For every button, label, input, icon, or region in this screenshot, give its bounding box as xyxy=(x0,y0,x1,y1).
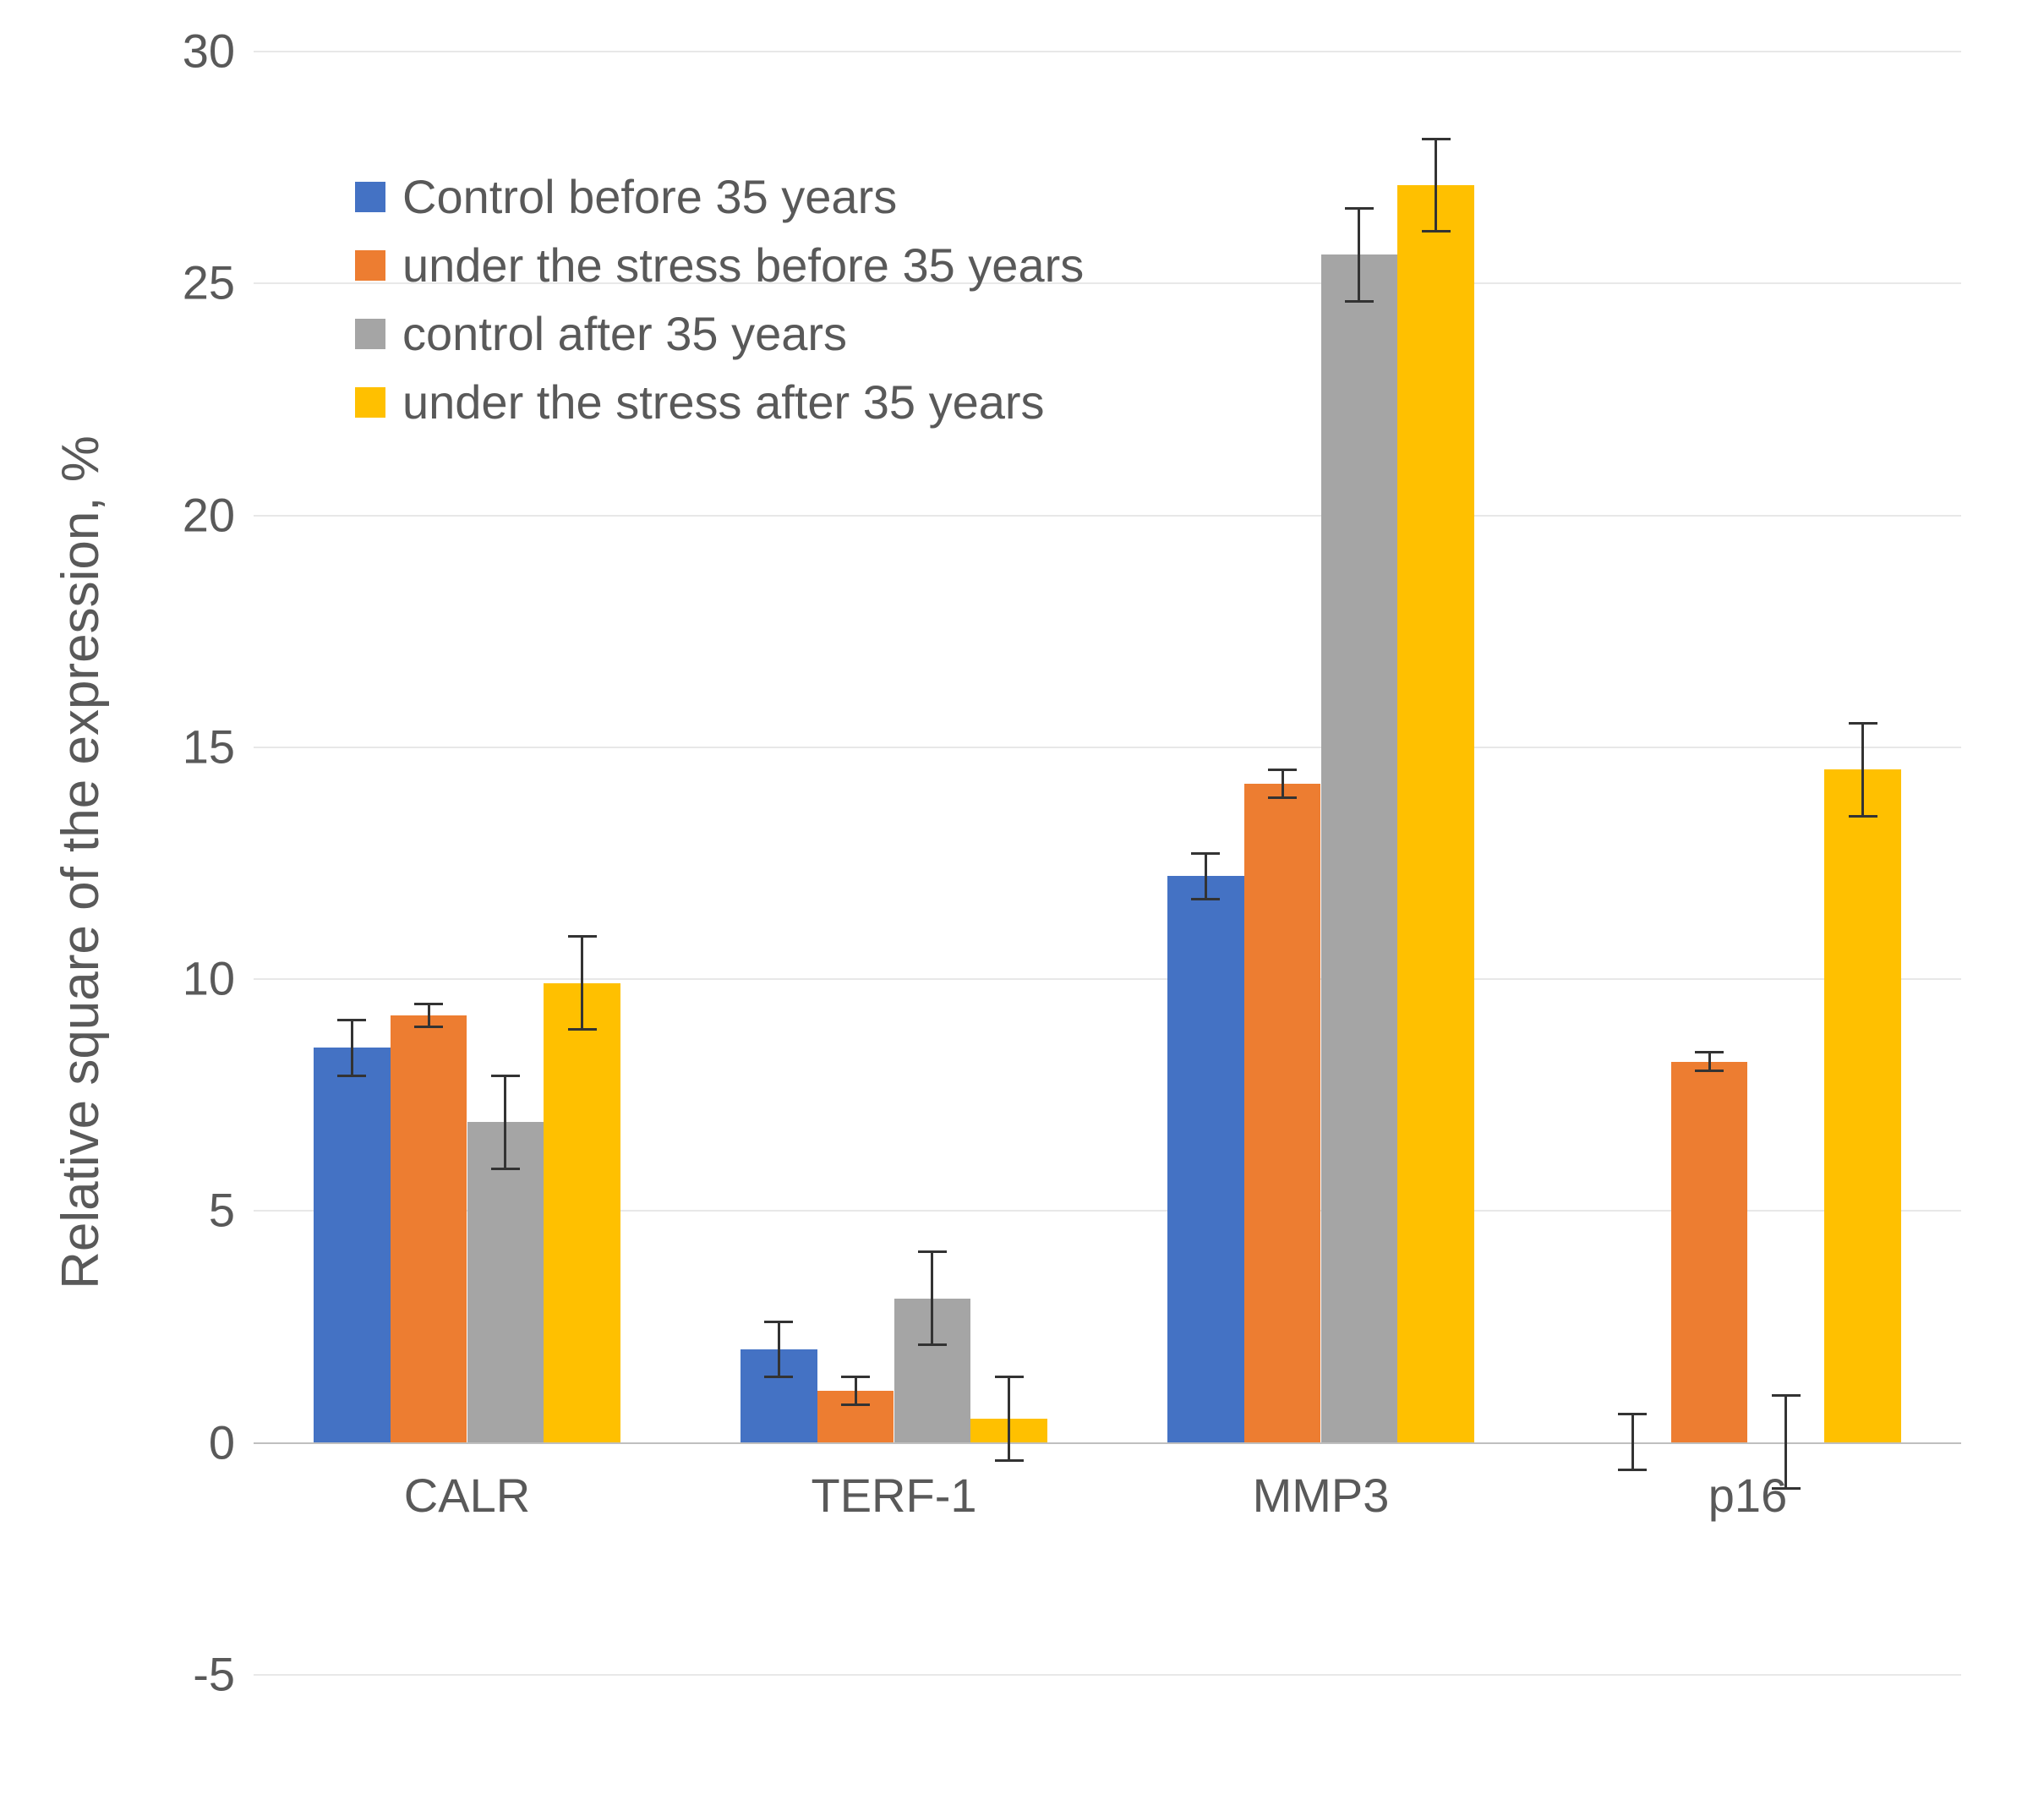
error-cap xyxy=(491,1168,520,1170)
bar xyxy=(1244,784,1321,1442)
legend-item: Control before 35 years xyxy=(355,169,1084,224)
legend-item: under the stress before 35 years xyxy=(355,238,1084,293)
error-cap xyxy=(1772,1394,1801,1397)
error-cap xyxy=(1422,138,1451,140)
error-cap xyxy=(1618,1469,1647,1471)
gridline xyxy=(254,978,1961,980)
error-cap xyxy=(568,1028,597,1031)
y-axis-title: Relative square of the expression, % xyxy=(51,435,111,1289)
error-cap xyxy=(414,1026,443,1028)
error-bar xyxy=(1435,139,1437,232)
error-cap xyxy=(764,1376,793,1378)
x-category-label: TERF-1 xyxy=(812,1468,977,1523)
error-cap xyxy=(1695,1051,1724,1053)
legend-item: control after 35 years xyxy=(355,306,1084,361)
error-cap xyxy=(764,1321,793,1323)
bar xyxy=(1397,185,1474,1442)
x-category-label: CALR xyxy=(404,1468,530,1523)
legend-swatch xyxy=(355,250,385,281)
chart-container: Relative square of the expression, % Con… xyxy=(0,0,2044,1811)
gridline xyxy=(254,515,1961,517)
error-bar xyxy=(1631,1414,1634,1470)
error-bar xyxy=(351,1020,353,1076)
error-cap xyxy=(568,935,597,938)
legend-swatch xyxy=(355,319,385,349)
error-cap xyxy=(337,1019,366,1021)
error-cap xyxy=(1618,1413,1647,1415)
error-bar xyxy=(1861,723,1864,816)
error-cap xyxy=(1772,1487,1801,1490)
y-tick-label: 15 xyxy=(134,719,235,774)
error-bar xyxy=(1358,209,1360,302)
error-bar xyxy=(504,1075,506,1168)
error-bar xyxy=(1008,1377,1010,1461)
error-cap xyxy=(995,1459,1024,1462)
error-bar xyxy=(1784,1396,1787,1489)
error-cap xyxy=(1849,722,1877,725)
error-bar xyxy=(1708,1053,1711,1071)
error-cap xyxy=(918,1343,947,1346)
error-cap xyxy=(1695,1070,1724,1072)
gridline xyxy=(254,51,1961,52)
error-bar xyxy=(581,937,583,1030)
error-cap xyxy=(1268,769,1297,771)
error-cap xyxy=(1345,300,1374,303)
legend-label: Control before 35 years xyxy=(402,169,897,224)
y-tick-label: 25 xyxy=(134,255,235,310)
legend-item: under the stress after 35 years xyxy=(355,375,1084,429)
y-tick-label: 30 xyxy=(134,24,235,79)
error-cap xyxy=(841,1376,870,1378)
error-cap xyxy=(414,1003,443,1005)
error-cap xyxy=(841,1403,870,1406)
error-bar xyxy=(428,1004,430,1026)
y-tick-label: 20 xyxy=(134,487,235,542)
gridline xyxy=(254,1674,1961,1676)
x-category-label: p16 xyxy=(1708,1468,1787,1523)
bar xyxy=(544,983,620,1442)
error-bar xyxy=(931,1252,933,1345)
gridline xyxy=(254,747,1961,748)
bar xyxy=(314,1048,391,1442)
error-bar xyxy=(1205,853,1207,900)
y-tick-label: -5 xyxy=(134,1647,235,1702)
bar xyxy=(1167,876,1244,1442)
error-cap xyxy=(1422,230,1451,233)
y-tick-label: 10 xyxy=(134,951,235,1006)
legend-swatch xyxy=(355,182,385,212)
error-bar xyxy=(1282,769,1284,797)
error-cap xyxy=(1191,852,1220,855)
error-cap xyxy=(1191,898,1220,900)
error-cap xyxy=(1268,796,1297,799)
legend-label: under the stress after 35 years xyxy=(402,375,1045,429)
x-axis-line xyxy=(254,1442,1961,1444)
error-cap xyxy=(1849,815,1877,818)
bar xyxy=(1824,769,1901,1442)
legend: Control before 35 years under the stress … xyxy=(355,169,1084,443)
bar xyxy=(1671,1062,1748,1442)
error-cap xyxy=(491,1075,520,1077)
bar xyxy=(1321,254,1398,1442)
bar xyxy=(467,1122,544,1442)
legend-label: under the stress before 35 years xyxy=(402,238,1084,293)
y-tick-label: 0 xyxy=(134,1414,235,1469)
legend-swatch xyxy=(355,387,385,418)
error-cap xyxy=(1345,207,1374,210)
y-tick-label: 5 xyxy=(134,1183,235,1238)
error-bar xyxy=(778,1321,780,1377)
error-cap xyxy=(995,1376,1024,1378)
error-cap xyxy=(918,1250,947,1253)
x-category-label: MMP3 xyxy=(1253,1468,1390,1523)
legend-label: control after 35 years xyxy=(402,306,847,361)
error-cap xyxy=(337,1075,366,1077)
bar xyxy=(391,1015,467,1442)
error-bar xyxy=(855,1377,857,1405)
